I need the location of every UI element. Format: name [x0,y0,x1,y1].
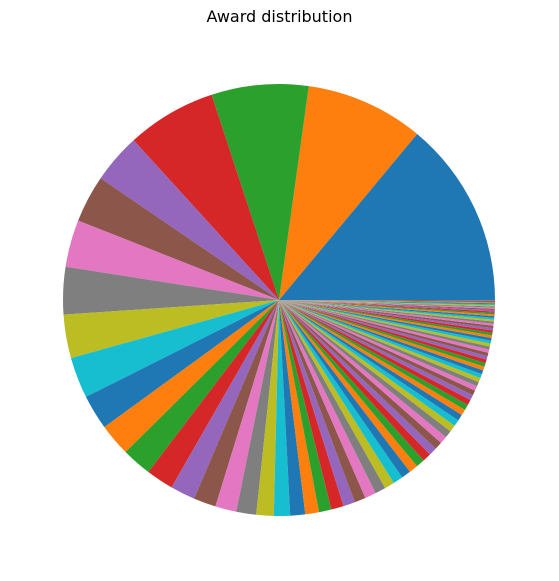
pie-slice-61 [279,300,492,341]
pie-slices [63,83,496,517]
pie-slice-46 [279,300,476,396]
pie-slice-65 [279,300,494,331]
pie-slice-6 [78,178,279,300]
pie-slice-80 [279,300,495,306]
pie-slice-53 [279,300,486,367]
pie-slice-8 [63,266,279,315]
pie-slice-75 [279,300,495,312]
pie-slice-43 [279,300,468,410]
pie-slice-85 [279,300,496,301]
pie-slice-82 [279,300,495,304]
pie-slice-45 [279,300,473,400]
pie-slice-22 [279,300,320,515]
pie-slice-58 [279,300,490,350]
pie-slice-20 [273,300,291,517]
pie-slice-18 [236,300,279,515]
pie-slice-10 [70,300,279,397]
pie-slice-50 [279,300,482,379]
pie-slice-38 [279,300,451,438]
pie-slice-2 [279,86,418,300]
pie-slice-24 [279,300,344,510]
pie-slice-74 [279,300,495,313]
pie-slice-47 [279,300,478,391]
pie-slice-56 [279,300,489,357]
pie-slice-57 [279,300,490,353]
pie-slice-71 [279,300,495,318]
pie-slice-39 [279,300,455,432]
pie-slice-23 [279,300,332,513]
pie-slice-81 [279,300,495,305]
pie-slice-14 [148,300,279,488]
pie-slice-40 [279,300,459,426]
pie-slice-68 [279,300,494,324]
pie-slice-69 [279,300,495,322]
pie-slice-36 [279,300,442,449]
pie-slice-72 [279,300,495,317]
pie-slice-28 [279,300,386,494]
pie-slice-66 [279,300,494,329]
pie-slice-16 [194,300,279,507]
pie-slice-33 [279,300,424,467]
pie-slice-3 [211,83,309,300]
pie-slice-55 [279,300,488,360]
pie-slice-60 [279,300,492,344]
pie-slice-63 [279,300,493,336]
pie-slice-70 [279,300,495,320]
pie-slice-25 [279,300,355,507]
pie-slice-29 [279,300,394,489]
pie-slice-32 [279,300,418,472]
pie-slice-59 [279,300,491,347]
pie-slice-11 [85,300,279,428]
pie-slice-51 [279,300,484,375]
pie-slice-13 [125,300,279,473]
pie-slice-21 [279,300,306,516]
pie-slice-62 [279,300,493,339]
pie-slice-27 [279,300,376,498]
pie-slice-52 [279,300,485,371]
pie-slice-79 [279,300,495,307]
pie-slice-19 [256,300,279,516]
pie-slice-7 [65,220,279,300]
pie-slice-4 [133,94,279,300]
pie-slice-49 [279,300,481,383]
pie-slice-78 [279,300,495,308]
pie-slice-77 [279,300,495,309]
pie-slice-41 [279,300,462,421]
pie-slice-31 [279,300,410,478]
pie-slice-12 [104,300,279,453]
pie-slice-54 [279,300,487,364]
pie-slice-9 [63,300,279,359]
pie-slice-76 [279,300,495,311]
pie-slice-35 [279,300,436,455]
pie-slice-34 [279,300,430,461]
pie-slice-37 [279,300,446,443]
pie-slice-48 [279,300,479,387]
pie-slice-44 [279,300,471,405]
pie-slice-5 [100,140,279,300]
pie-slice-15 [171,300,279,499]
pie-slice-26 [279,300,366,503]
pie-slice-83 [279,300,495,303]
pie-slice-64 [279,300,493,333]
pie-slice-17 [215,300,279,512]
pie-slice-1 [279,133,495,300]
pie-slice-73 [279,300,495,315]
pie-slice-84 [279,300,495,302]
pie-slice-42 [279,300,465,416]
pie-slice-30 [279,300,403,483]
chart-title: Award distribution [206,7,353,26]
pie-slice-67 [279,300,494,326]
